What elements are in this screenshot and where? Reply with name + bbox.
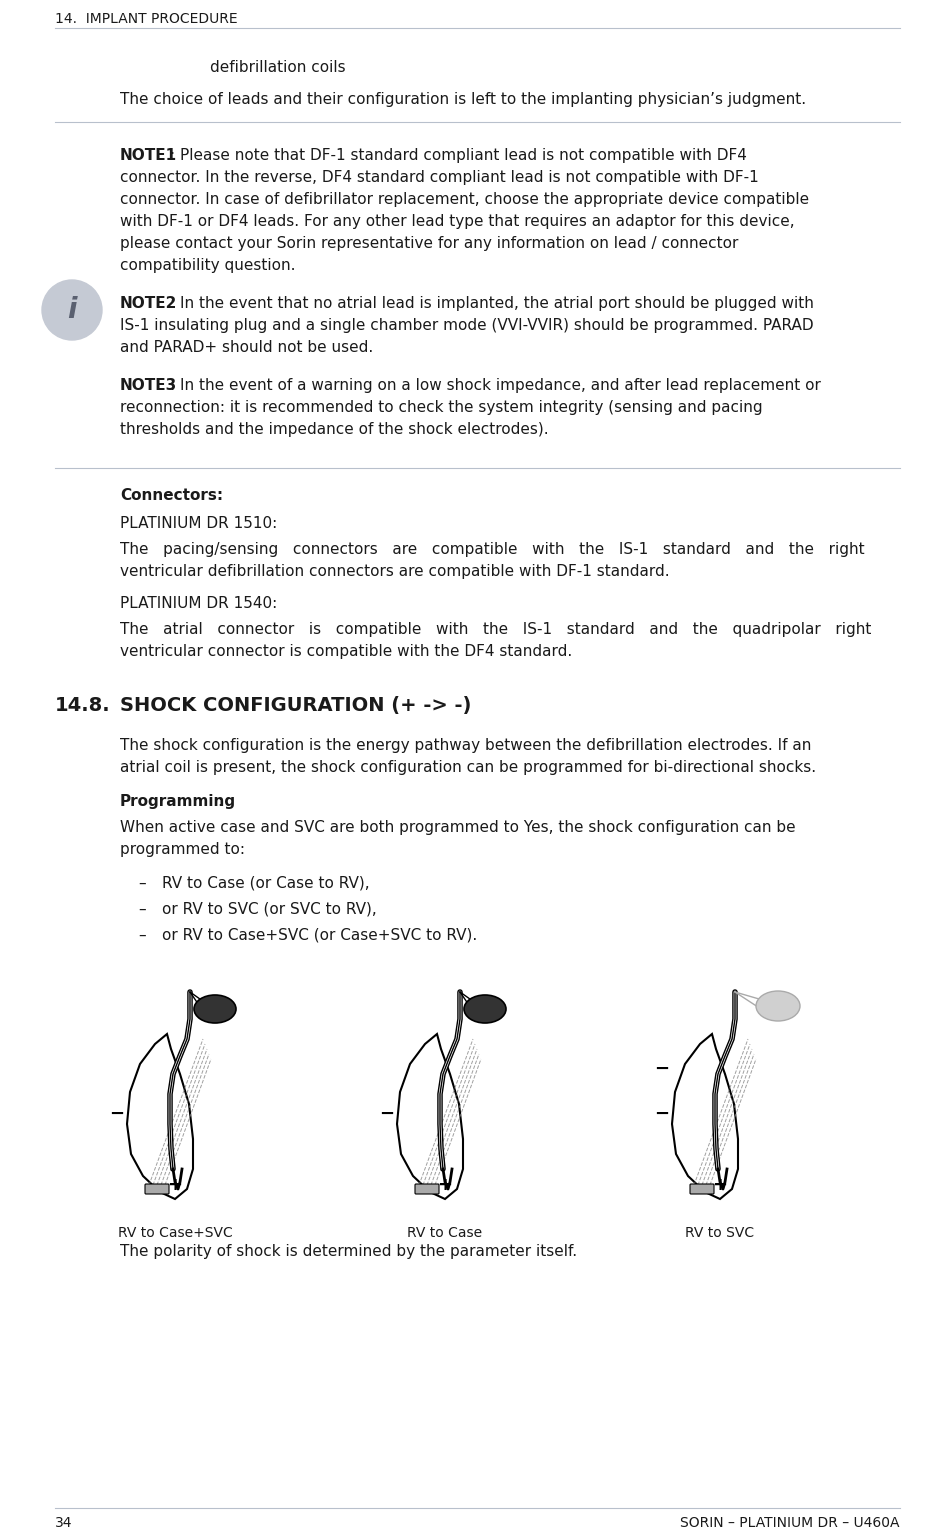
Ellipse shape: [756, 990, 800, 1021]
Text: The choice of leads and their configuration is left to the implanting physician’: The choice of leads and their configurat…: [120, 92, 807, 107]
Text: 14.8.: 14.8.: [55, 696, 111, 714]
Text: connector. In case of defibrillator replacement, choose the appropriate device c: connector. In case of defibrillator repl…: [120, 192, 809, 207]
FancyBboxPatch shape: [415, 1183, 439, 1194]
Text: SHOCK CONFIGURATION (+ -> -): SHOCK CONFIGURATION (+ -> -): [120, 696, 471, 714]
Text: −: −: [654, 1059, 669, 1078]
Text: NOTE2: NOTE2: [120, 296, 178, 311]
Text: NOTE1: NOTE1: [120, 149, 177, 162]
Text: −: −: [380, 1105, 395, 1124]
Ellipse shape: [464, 995, 506, 1023]
Text: −: −: [109, 1105, 125, 1124]
Text: RV to Case (or Case to RV),: RV to Case (or Case to RV),: [162, 875, 369, 891]
Text: atrial coil is present, the shock configuration can be programmed for bi-directi: atrial coil is present, the shock config…: [120, 760, 816, 776]
Text: –: –: [138, 901, 146, 917]
Polygon shape: [397, 1033, 463, 1199]
Text: defibrillation coils: defibrillation coils: [210, 60, 346, 75]
Polygon shape: [127, 1033, 193, 1199]
Text: compatibility question.: compatibility question.: [120, 258, 295, 273]
Text: and PARAD+ should not be used.: and PARAD+ should not be used.: [120, 340, 373, 356]
Text: please contact your Sorin representative for any information on lead / connector: please contact your Sorin representative…: [120, 236, 739, 251]
Text: RV to Case: RV to Case: [407, 1226, 482, 1240]
Text: The shock configuration is the energy pathway between the defibrillation electro: The shock configuration is the energy pa…: [120, 737, 811, 753]
Text: IS-1 insulating plug and a single chamber mode (VVI-VVIR) should be programmed. : IS-1 insulating plug and a single chambe…: [120, 317, 814, 333]
Text: The   atrial   connector   is   compatible   with   the   IS-1   standard   and : The atrial connector is compatible with …: [120, 622, 871, 638]
Circle shape: [42, 281, 102, 340]
Text: −: −: [208, 1000, 222, 1018]
Text: :: :: [217, 794, 222, 809]
Text: thresholds and the impedance of the shock electrodes).: thresholds and the impedance of the shoc…: [120, 422, 549, 437]
Text: PLATINIUM DR 1510:: PLATINIUM DR 1510:: [120, 517, 277, 530]
Text: 34: 34: [55, 1516, 72, 1530]
Text: Connectors:: Connectors:: [120, 487, 223, 503]
Text: −: −: [654, 1105, 669, 1124]
Text: −: −: [478, 1000, 492, 1018]
FancyBboxPatch shape: [145, 1183, 169, 1194]
Text: +: +: [167, 1176, 182, 1194]
FancyBboxPatch shape: [690, 1183, 714, 1194]
Text: +: +: [437, 1176, 452, 1194]
Text: RV to SVC: RV to SVC: [685, 1226, 755, 1240]
Text: : In the event of a warning on a low shock impedance, and after lead replacement: : In the event of a warning on a low sho…: [170, 379, 821, 392]
Text: i: i: [68, 296, 77, 323]
Text: –: –: [138, 927, 146, 943]
Text: SORIN – PLATINIUM DR – U460A: SORIN – PLATINIUM DR – U460A: [681, 1516, 900, 1530]
Text: The   pacing/sensing   connectors   are   compatible   with   the   IS-1   stand: The pacing/sensing connectors are compat…: [120, 543, 865, 556]
Text: RV to Case+SVC: RV to Case+SVC: [118, 1226, 232, 1240]
Text: PLATINIUM DR 1540:: PLATINIUM DR 1540:: [120, 596, 277, 612]
Text: or RV to SVC (or SVC to RV),: or RV to SVC (or SVC to RV),: [162, 901, 377, 917]
Text: –: –: [138, 875, 146, 891]
Text: The polarity of shock is determined by the parameter itself.: The polarity of shock is determined by t…: [120, 1243, 577, 1259]
Text: Programming: Programming: [120, 794, 236, 809]
Text: When active case and SVC are both programmed to Yes, the shock configuration can: When active case and SVC are both progra…: [120, 820, 795, 835]
Text: NOTE3: NOTE3: [120, 379, 178, 392]
Text: connector. In the reverse, DF4 standard compliant lead is not compatible with DF: connector. In the reverse, DF4 standard …: [120, 170, 759, 185]
Text: reconnection: it is recommended to check the system integrity (sensing and pacin: reconnection: it is recommended to check…: [120, 400, 762, 415]
Ellipse shape: [194, 995, 236, 1023]
Text: programmed to:: programmed to:: [120, 842, 245, 857]
Text: 14.  IMPLANT PROCEDURE: 14. IMPLANT PROCEDURE: [55, 12, 238, 26]
Text: ventricular connector is compatible with the DF4 standard.: ventricular connector is compatible with…: [120, 644, 572, 659]
Text: : In the event that no atrial lead is implanted, the atrial port should be plugg: : In the event that no atrial lead is im…: [170, 296, 814, 311]
Text: with DF-1 or DF4 leads. For any other lead type that requires an adaptor for thi: with DF-1 or DF4 leads. For any other le…: [120, 215, 794, 228]
Text: +: +: [713, 1176, 728, 1194]
Text: : Please note that DF-1 standard compliant lead is not compatible with DF4: : Please note that DF-1 standard complia…: [170, 149, 747, 162]
Polygon shape: [672, 1033, 738, 1199]
Text: or RV to Case+SVC (or Case+SVC to RV).: or RV to Case+SVC (or Case+SVC to RV).: [162, 927, 478, 943]
Text: ventricular defibrillation connectors are compatible with DF-1 standard.: ventricular defibrillation connectors ar…: [120, 564, 669, 579]
